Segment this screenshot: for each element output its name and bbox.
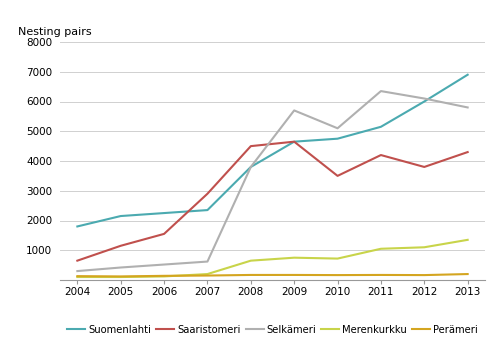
Selkämeri bbox=[291, 108, 297, 113]
Selkämeri bbox=[334, 126, 340, 130]
Selkämeri bbox=[422, 96, 428, 101]
Selkämeri bbox=[248, 165, 254, 169]
Suomenlahti bbox=[204, 208, 210, 212]
Line: Selkämeri: Selkämeri bbox=[78, 91, 468, 271]
Suomenlahti bbox=[378, 125, 384, 129]
Saaristomeri bbox=[422, 165, 428, 169]
Merenkurkku bbox=[334, 257, 340, 261]
Suomenlahti bbox=[334, 136, 340, 141]
Suomenlahti bbox=[422, 99, 428, 104]
Perämeri bbox=[118, 274, 124, 279]
Saaristomeri bbox=[161, 232, 167, 236]
Line: Perämeri: Perämeri bbox=[78, 274, 468, 276]
Perämeri bbox=[74, 274, 80, 278]
Selkämeri bbox=[161, 262, 167, 267]
Selkämeri bbox=[118, 265, 124, 270]
Perämeri bbox=[248, 273, 254, 277]
Suomenlahti bbox=[161, 211, 167, 215]
Perämeri bbox=[378, 273, 384, 277]
Suomenlahti bbox=[464, 73, 470, 77]
Saaristomeri bbox=[378, 153, 384, 157]
Legend: Suomenlahti, Saaristomeri, Selkämeri, Merenkurkku, Perämeri: Suomenlahti, Saaristomeri, Selkämeri, Me… bbox=[63, 321, 482, 339]
Suomenlahti bbox=[248, 165, 254, 169]
Suomenlahti bbox=[118, 214, 124, 218]
Saaristomeri bbox=[464, 150, 470, 154]
Perämeri bbox=[464, 272, 470, 276]
Perämeri bbox=[422, 273, 428, 277]
Merenkurkku bbox=[464, 238, 470, 242]
Perämeri bbox=[204, 273, 210, 278]
Merenkurkku bbox=[161, 274, 167, 279]
Saaristomeri bbox=[334, 174, 340, 178]
Saaristomeri bbox=[204, 191, 210, 196]
Suomenlahti bbox=[291, 140, 297, 144]
Text: Nesting pairs: Nesting pairs bbox=[18, 27, 91, 37]
Selkämeri bbox=[378, 89, 384, 93]
Line: Merenkurkku: Merenkurkku bbox=[78, 240, 468, 277]
Perämeri bbox=[334, 273, 340, 277]
Selkämeri bbox=[204, 259, 210, 264]
Perämeri bbox=[291, 273, 297, 277]
Merenkurkku bbox=[378, 247, 384, 251]
Merenkurkku bbox=[204, 272, 210, 276]
Merenkurkku bbox=[74, 275, 80, 279]
Merenkurkku bbox=[118, 275, 124, 279]
Saaristomeri bbox=[118, 244, 124, 248]
Merenkurkku bbox=[422, 245, 428, 249]
Selkämeri bbox=[74, 269, 80, 273]
Selkämeri bbox=[464, 105, 470, 110]
Suomenlahti bbox=[74, 224, 80, 229]
Merenkurkku bbox=[248, 259, 254, 263]
Line: Saaristomeri: Saaristomeri bbox=[78, 142, 468, 261]
Saaristomeri bbox=[74, 259, 80, 263]
Saaristomeri bbox=[291, 140, 297, 144]
Line: Suomenlahti: Suomenlahti bbox=[78, 75, 468, 226]
Saaristomeri bbox=[248, 144, 254, 148]
Merenkurkku bbox=[291, 256, 297, 260]
Perämeri bbox=[161, 274, 167, 278]
